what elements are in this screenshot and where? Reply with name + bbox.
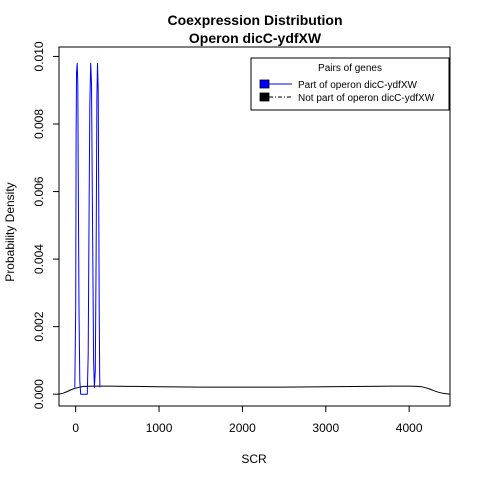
x-tick-label: 3000 [312,421,339,435]
y-tick-label: 0.010 [32,41,46,71]
legend-swatch-series-1 [259,79,270,89]
y-tick-label: 0.008 [32,109,46,139]
legend-swatch-series-2 [259,92,270,102]
x-tick-label: 2000 [229,421,256,435]
y-tick-label: 0.006 [32,176,46,206]
legend-title: Pairs of genes [318,63,382,74]
x-axis: 0 1000 2000 3000 4000 [72,405,423,435]
x-tick-label: 0 [72,421,79,435]
legend: Pairs of genes Part of operon dicC-ydfXW… [250,57,450,111]
chart-title-line-1: Coexpression Distribution [167,12,342,28]
x-axis-label: SCR [241,452,267,466]
y-tick-label: 0.000 [32,379,46,409]
series-line-2 [58,385,451,395]
series-layer [58,62,451,395]
y-axis-label: Probability Density [3,182,17,281]
x-tick-label: 4000 [396,421,423,435]
legend-entry-series-1: Part of operon dicC-ydfXW [298,80,417,91]
legend-entry-series-2: Not part of operon dicC-ydfXW [298,93,435,104]
series-line-1 [74,62,101,395]
chart-title-line-2: Operon dicC-ydfXW [189,30,322,46]
x-tick-label: 1000 [146,421,173,435]
y-axis: 0.000 0.002 0.004 0.006 0.008 0.010 [32,41,60,409]
y-tick-label: 0.002 [32,311,46,341]
y-tick-label: 0.004 [32,244,46,274]
